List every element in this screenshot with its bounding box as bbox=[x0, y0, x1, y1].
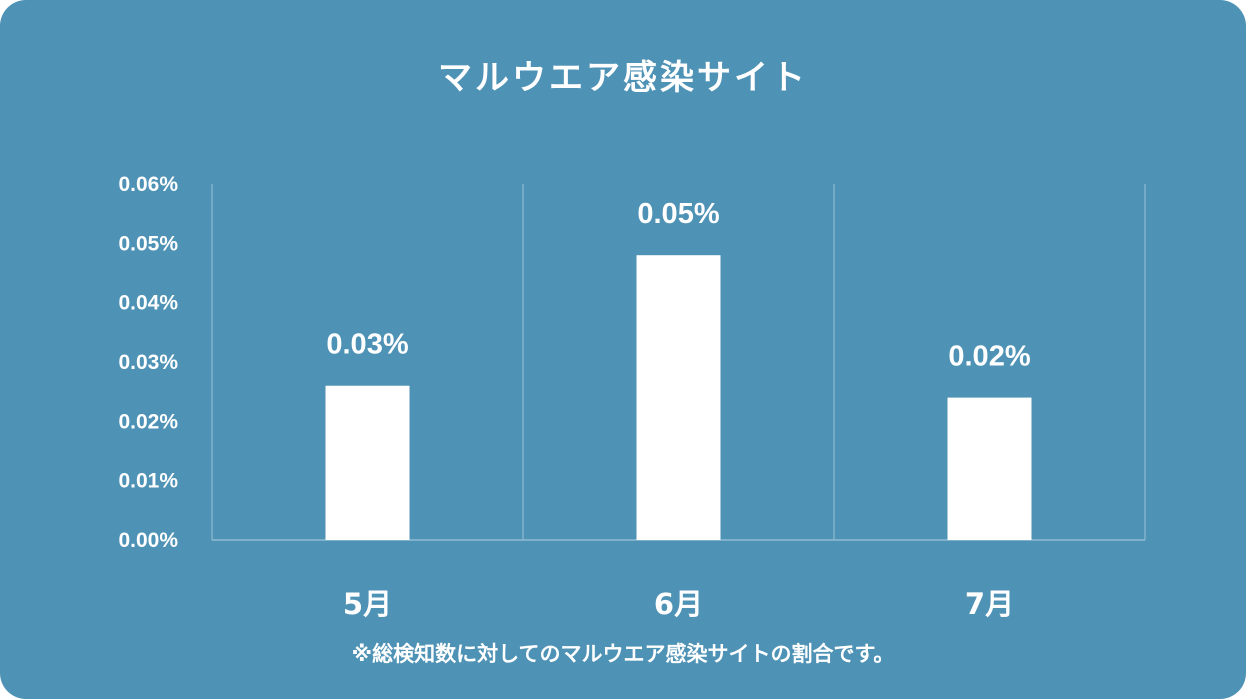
bar bbox=[636, 255, 721, 540]
y-tick-label: 0.04% bbox=[118, 292, 178, 315]
x-tick-label: 5月 bbox=[343, 587, 392, 621]
y-tick-label: 0.03% bbox=[118, 351, 178, 374]
data-label: 0.02% bbox=[948, 341, 1030, 373]
y-tick-label: 0.02% bbox=[118, 410, 178, 433]
y-tick-label: 0.01% bbox=[118, 470, 178, 493]
bar bbox=[947, 397, 1032, 540]
data-label: 0.03% bbox=[326, 329, 408, 361]
bar bbox=[325, 385, 410, 540]
data-label: 0.05% bbox=[637, 198, 719, 230]
y-tick-label: 0.06% bbox=[118, 173, 178, 196]
chart-footnote: ※総検知数に対してのマルウエア感染サイトの割合です。 bbox=[351, 642, 895, 666]
y-tick-label: 0.05% bbox=[118, 232, 178, 255]
x-tick-label: 6月 bbox=[654, 587, 703, 621]
y-tick-label: 0.00% bbox=[118, 529, 178, 552]
chart-title: マルウエア感染サイト bbox=[438, 58, 808, 98]
x-tick-label: 7月 bbox=[965, 587, 1014, 621]
